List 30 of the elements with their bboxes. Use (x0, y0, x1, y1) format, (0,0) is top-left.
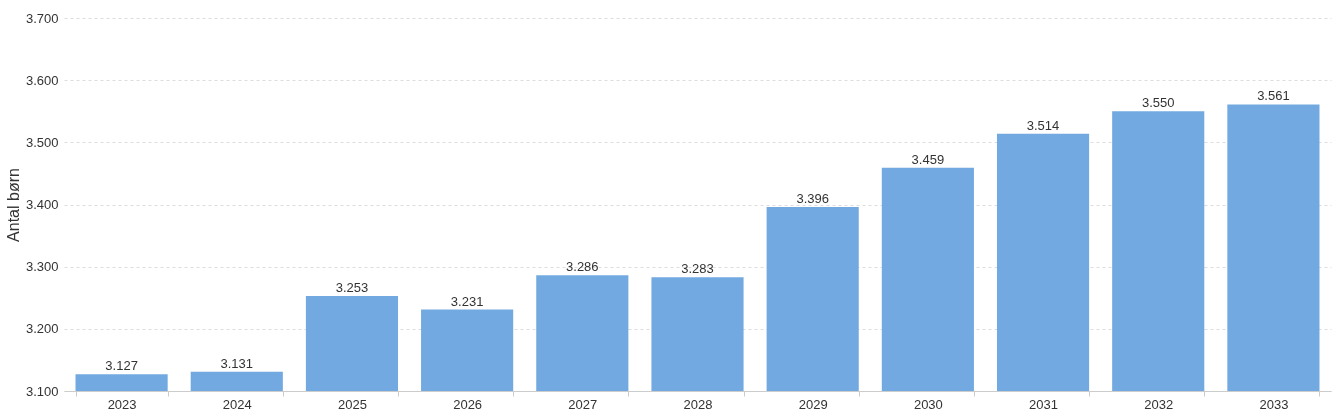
y-tick-label: 3.200 (25, 321, 59, 337)
data-label: 3.253 (335, 279, 369, 295)
data-label: 3.459 (911, 151, 945, 167)
data-label: 3.561 (1257, 88, 1290, 104)
y-tick-label: 3.400 (25, 197, 59, 212)
data-label: 3.550 (1141, 95, 1175, 111)
data-label: 3.283 (681, 261, 714, 277)
data-label: 3.396 (796, 190, 829, 206)
y-tick-label: 3.500 (25, 134, 59, 150)
data-label: 3.131 (220, 355, 254, 371)
y-tick-label: 3.600 (25, 72, 59, 88)
data-label: 3.514 (1026, 117, 1060, 133)
x-tick-label: 2024 (222, 396, 252, 412)
x-tick-label: 2028 (683, 396, 713, 412)
y-tick-label: 3.100 (25, 383, 59, 399)
x-tick-label: 2030 (913, 396, 943, 412)
y-axis-title: Antal børn (4, 168, 22, 242)
x-tick-label: 2033 (1259, 396, 1289, 412)
x-tick-label: 2027 (568, 396, 598, 412)
x-tick-label: 2031 (1029, 396, 1059, 412)
x-tick-label: 2029 (798, 396, 828, 412)
x-tick-label: 2032 (1144, 396, 1174, 412)
x-tick-label: 2023 (107, 396, 137, 412)
data-label: 3.127 (105, 358, 138, 374)
data-label: 3.286 (566, 259, 599, 275)
data-label: 3.231 (450, 293, 484, 309)
y-tick-label: 3.700 (25, 10, 59, 26)
x-tick-label: 2025 (337, 396, 367, 412)
x-tick-label: 2026 (453, 396, 483, 412)
y-tick-label: 3.300 (25, 259, 59, 275)
